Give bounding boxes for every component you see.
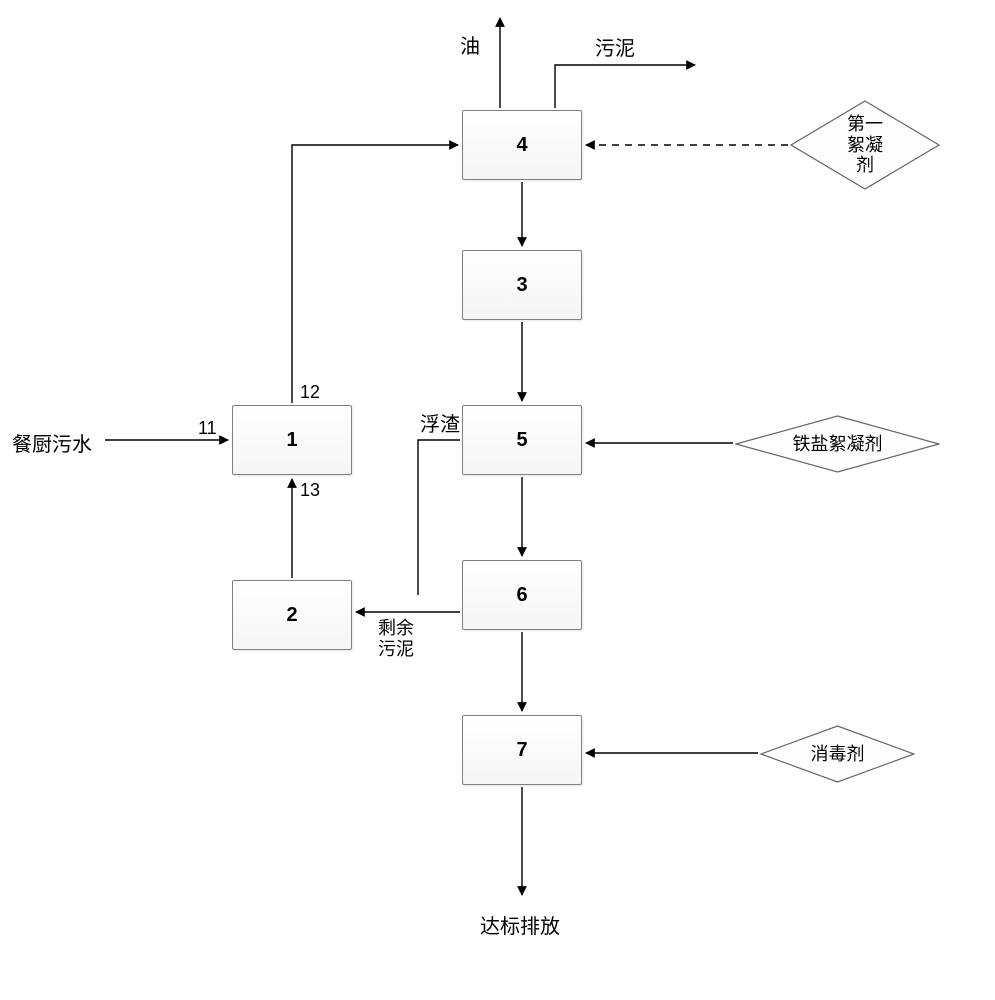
process-box-3: 3 bbox=[462, 250, 582, 320]
box-label: 3 bbox=[516, 274, 527, 297]
process-box-4: 4 bbox=[462, 110, 582, 180]
box-label: 6 bbox=[516, 584, 527, 607]
sludge-label: 污泥 bbox=[595, 32, 635, 61]
process-box-1: 1 bbox=[232, 405, 352, 475]
process-box-5: 5 bbox=[462, 405, 582, 475]
diamond-first-flocculant: 第一 絮凝 剂 bbox=[790, 100, 940, 190]
output-label: 达标排放 bbox=[480, 910, 560, 939]
box-label: 7 bbox=[516, 739, 527, 762]
diamond-label: 第一 絮凝 剂 bbox=[847, 114, 883, 176]
scum-label: 浮渣 bbox=[420, 408, 460, 437]
process-box-7: 7 bbox=[462, 715, 582, 785]
input-label: 餐厨污水 bbox=[12, 428, 92, 457]
port-12-label: 12 bbox=[300, 382, 320, 403]
diamond-iron-flocculant: 铁盐絮凝剂 bbox=[735, 415, 940, 473]
box-label: 1 bbox=[286, 429, 297, 452]
process-box-2: 2 bbox=[232, 580, 352, 650]
box-label: 2 bbox=[286, 604, 297, 627]
box-label: 5 bbox=[516, 429, 527, 452]
oil-label: 油 bbox=[460, 30, 480, 59]
diamond-label: 消毒剂 bbox=[811, 744, 865, 765]
residual-sludge-label: 剩余 污泥 bbox=[378, 618, 414, 659]
port-13-label: 13 bbox=[300, 480, 320, 501]
diamond-disinfectant: 消毒剂 bbox=[760, 725, 915, 783]
diamond-label: 铁盐絮凝剂 bbox=[793, 434, 883, 455]
process-box-6: 6 bbox=[462, 560, 582, 630]
box-label: 4 bbox=[516, 134, 527, 157]
port-11-label: 11 bbox=[198, 418, 217, 439]
